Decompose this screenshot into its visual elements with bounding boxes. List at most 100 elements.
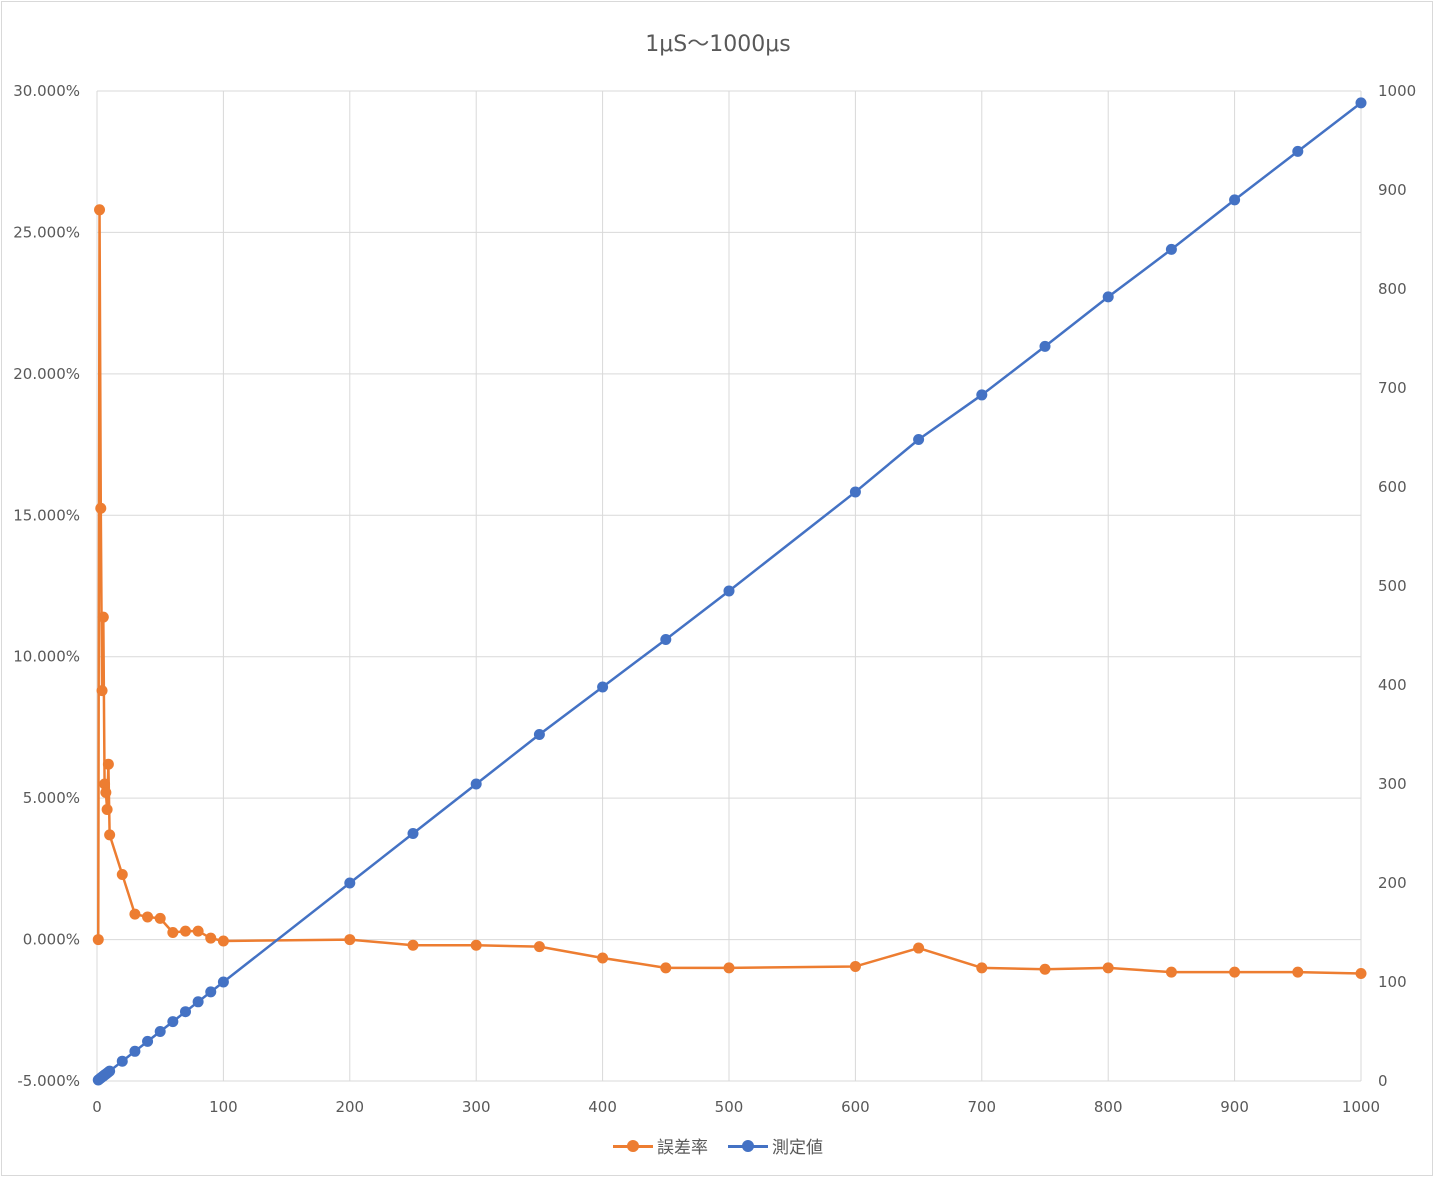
data-point-measured-value [849,486,861,498]
data-point-error-rate [849,960,861,972]
legend-label-measured-value: 測定値 [772,1138,823,1158]
data-point-error-rate [533,941,545,953]
legend-item-measured-value: 測定値 [728,1133,823,1158]
data-point-measured-value [723,585,735,597]
y-right-tick-label: 0 [1378,1072,1388,1090]
x-tick-label: 300 [462,1098,491,1116]
data-point-error-rate [217,935,229,947]
data-point-error-rate [167,927,179,938]
y-right-tick-label: 1000 [1378,82,1416,100]
data-point-error-rate [1292,966,1304,978]
data-point-measured-value [1102,291,1114,303]
data-point-measured-value [104,1065,116,1077]
data-point-error-rate [104,829,116,841]
data-point-error-rate [1165,966,1177,978]
legend-item-error-rate: 誤差率 [613,1133,708,1158]
data-point-measured-value [976,389,988,401]
data-point-error-rate [1355,968,1367,980]
x-tick-label: 700 [967,1098,996,1116]
data-point-error-rate [192,925,204,937]
y-left-tick-label: 0.000% [23,931,80,949]
data-point-measured-value [1165,243,1177,255]
data-point-error-rate [597,952,609,964]
x-tick-label: 600 [841,1098,870,1116]
y-right-tick-label: 300 [1378,775,1407,793]
y-right-tick-label: 500 [1378,577,1407,595]
data-point-error-rate [344,934,356,946]
y-left-tick-label: 5.000% [23,789,80,807]
x-tick-label: 900 [1220,1098,1249,1116]
data-point-error-rate [723,962,735,974]
data-point-error-rate [94,204,106,216]
data-point-measured-value [913,433,925,445]
x-tick-label: 100 [209,1098,238,1116]
y-left-tick-label: 15.000% [13,506,80,524]
y-right-tick-label: 400 [1378,676,1407,694]
data-point-error-rate [1102,962,1114,974]
data-point-error-rate [913,942,925,954]
legend-label-error-rate: 誤差率 [657,1138,708,1158]
x-tick-label: 400 [588,1098,617,1116]
y-left-tick-label: 20.000% [13,365,80,383]
y-right-tick-label: 200 [1378,874,1407,892]
data-point-error-rate [99,778,111,790]
data-point-error-rate [179,925,191,937]
data-point-measured-value [597,681,609,693]
y-left-tick-label: -5.000% [17,1072,80,1090]
data-point-measured-value [1355,97,1367,109]
legend-swatch-error-rate [613,1139,653,1152]
y-left-tick-label: 10.000% [13,648,80,666]
data-point-error-rate [97,611,109,623]
y-right-tick-label: 900 [1378,181,1407,199]
data-point-measured-value [344,877,356,889]
data-point-error-rate [92,934,104,946]
data-point-error-rate [100,786,112,798]
x-tick-label: 500 [715,1098,744,1116]
data-point-measured-value [660,633,672,645]
data-point-measured-value [179,1006,191,1018]
data-point-measured-value [533,729,545,740]
chart-title: 1μS～1000μs [645,32,791,57]
data-point-measured-value [142,1035,154,1047]
data-point-measured-value [1292,145,1304,157]
data-point-error-rate [101,803,113,815]
data-point-error-rate [407,939,419,951]
data-point-measured-value [116,1055,128,1067]
data-point-error-rate [95,502,107,514]
data-point-error-rate [976,962,988,974]
x-tick-label: 200 [335,1098,364,1116]
data-point-error-rate [205,932,217,944]
data-point-measured-value [407,828,419,839]
data-point-measured-value [1039,340,1051,352]
x-tick-label: 0 [92,1098,102,1116]
data-point-measured-value [1229,194,1241,206]
y-left-tick-label: 25.000% [13,223,80,241]
y-right-tick-label: 600 [1378,478,1407,496]
data-point-error-rate [154,912,166,924]
y-right-tick-label: 100 [1378,973,1407,991]
y-right-tick-label: 700 [1378,379,1407,397]
data-point-error-rate [116,869,128,881]
y-right-tick-label: 800 [1378,280,1407,298]
data-point-error-rate [1039,963,1051,975]
legend-marker-error-rate [627,1139,639,1152]
x-tick-label: 800 [1094,1098,1123,1116]
data-point-measured-value [167,1016,179,1028]
data-point-measured-value [192,996,204,1008]
data-point-error-rate [129,908,141,920]
legend-marker-measured-value [742,1139,754,1152]
chart-legend: 誤差率 測定値 [0,1133,1436,1158]
data-point-error-rate [1229,966,1241,978]
data-point-measured-value [217,976,229,988]
data-point-measured-value [154,1026,166,1037]
data-point-measured-value [470,778,482,790]
data-point-error-rate [660,962,672,974]
data-point-measured-value [129,1045,141,1057]
data-point-error-rate [470,939,482,951]
y-left-tick-label: 30.000% [13,82,80,100]
data-point-error-rate [96,685,108,697]
data-point-measured-value [205,986,217,998]
x-tick-label: 1000 [1342,1098,1380,1116]
